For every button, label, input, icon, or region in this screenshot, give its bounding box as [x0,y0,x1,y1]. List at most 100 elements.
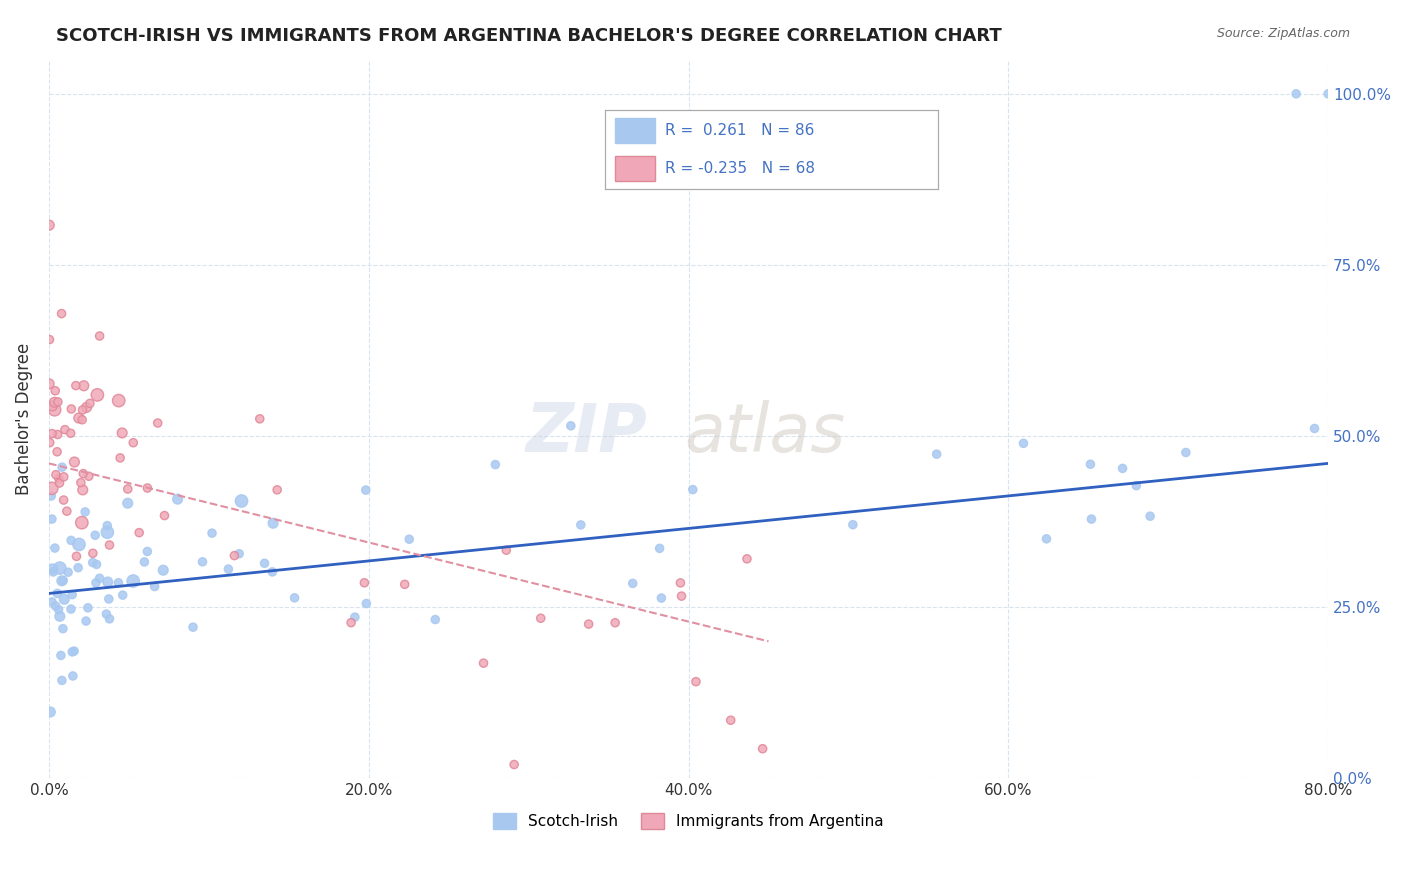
Point [39,489,62,503]
Point [60,401,83,416]
Point [73,378,96,392]
Point [1303,421,1326,435]
Point [72,467,94,481]
Point [262,516,284,531]
Point [669,575,692,590]
Point [75,505,97,519]
Point [86,558,108,572]
Point [152,563,174,577]
Text: atlas: atlas [685,401,846,467]
Point [67,411,90,425]
Point [53,592,76,607]
Point [46,395,69,409]
Point [354,483,377,497]
Point [84,575,107,590]
Point [353,575,375,590]
Text: ZIP: ZIP [526,401,647,467]
Point [67,560,90,574]
Point [925,447,948,461]
Point [191,555,214,569]
Point [134,555,156,569]
Point [146,416,169,430]
Point [86,388,108,402]
Point [201,526,224,541]
Point [621,576,644,591]
Point [63,455,86,469]
Point [136,481,159,495]
Point [117,482,139,496]
Point [122,574,145,588]
Point [42,562,65,576]
Point [70,413,93,427]
Point [59,426,82,441]
Point [283,591,305,605]
Point [495,543,517,558]
Point [46,427,69,442]
Point [1125,478,1147,492]
Point [751,741,773,756]
Point [97,574,120,589]
Point [96,525,118,540]
Point [394,577,416,591]
Point [111,425,134,440]
Point [484,458,506,472]
Point [41,426,63,441]
Point [77,600,100,615]
Point [671,589,693,603]
Point [39,705,62,719]
Point [356,597,378,611]
Point [1317,87,1340,101]
Point [82,546,104,560]
Point [578,617,600,632]
Legend: Scotch-Irish, Immigrants from Argentina: Scotch-Irish, Immigrants from Argentina [486,807,890,835]
Point [224,549,246,563]
Point [648,541,671,556]
Point [60,533,83,548]
Point [1012,436,1035,450]
Point [79,396,101,410]
Point [340,615,363,630]
Point [51,307,73,321]
Point [38,333,60,347]
Point [76,401,98,415]
Point [560,418,582,433]
Point [1111,461,1133,475]
Point [89,329,111,343]
Point [1035,532,1057,546]
Point [143,580,166,594]
Point [1139,509,1161,524]
Point [48,472,70,486]
Point [1174,445,1197,459]
Point [44,384,66,398]
Point [96,607,118,621]
Point [44,395,66,409]
Point [82,556,104,570]
Point [63,644,86,658]
Point [75,614,97,628]
Point [166,492,188,507]
Point [228,547,250,561]
Point [72,483,94,497]
Point [682,483,704,497]
Point [530,611,553,625]
Point [41,512,63,526]
Point [153,508,176,523]
Text: SCOTCH-IRISH VS IMMIGRANTS FROM ARGENTINA BACHELOR'S DEGREE CORRELATION CHART: SCOTCH-IRISH VS IMMIGRANTS FROM ARGENTIN… [56,27,1002,45]
Point [41,595,63,609]
Point [231,494,253,508]
Point [249,412,271,426]
Point [96,518,118,533]
Point [472,656,495,670]
Point [60,588,83,602]
Point [1285,87,1308,101]
Point [62,669,84,683]
Point [44,541,66,555]
Point [46,586,69,600]
Point [89,571,111,585]
Point [685,674,707,689]
Point [122,435,145,450]
Point [842,517,865,532]
Point [77,469,100,483]
Point [65,549,87,564]
Point [38,376,60,391]
